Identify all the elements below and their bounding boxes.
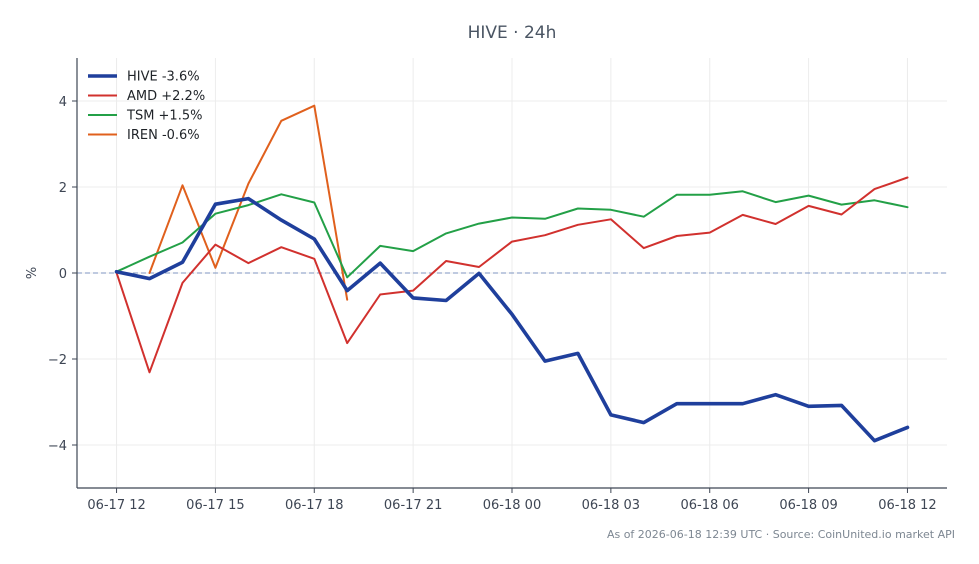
y-tick-label: 2: [59, 181, 67, 196]
series-line-amd: [115, 176, 909, 374]
legend-label: HIVE -3.6%: [127, 70, 200, 85]
x-tick-label: 06-17 21: [384, 498, 442, 513]
series-line-tsm: [115, 190, 909, 279]
series-line-hive: [114, 196, 910, 443]
series-line-iren: [148, 104, 349, 301]
x-tick-label: 06-17 18: [285, 498, 343, 513]
legend-label: IREN -0.6%: [127, 128, 200, 143]
y-tick-label: 4: [59, 95, 67, 110]
y-axis-label: %: [25, 267, 40, 279]
x-tick-label: 06-18 03: [582, 498, 640, 513]
legend-label: AMD +2.2%: [127, 89, 205, 104]
x-tick-label: 06-18 06: [681, 498, 739, 513]
x-tick-label: 06-18 12: [878, 498, 936, 513]
x-tick-label: 06-18 00: [483, 498, 541, 513]
y-tick-label: −4: [48, 439, 67, 454]
legend-label: TSM +1.5%: [126, 109, 202, 124]
x-tick-label: 06-17 15: [186, 498, 244, 513]
x-tick-label: 06-17 12: [87, 498, 145, 513]
legend: HIVE -3.6% AMD +2.2% TSM +1.5% IREN -0.6%: [88, 70, 205, 143]
x-tick-label: 06-18 09: [779, 498, 837, 513]
y-axis-ticks: 4 2 0 −2 −4: [48, 95, 77, 454]
x-axis-ticks: 06-17 12 06-17 15 06-17 18 06-17 21 06-18 00…: [87, 488, 937, 513]
y-tick-label: 0: [59, 267, 67, 282]
footer-source: As of 2026-06-18 12:39 UTC · Source: Coi…: [607, 528, 955, 541]
chart-title: HIVE · 24h: [468, 23, 557, 43]
y-tick-label: −2: [48, 353, 67, 368]
series-lines: [114, 104, 910, 443]
